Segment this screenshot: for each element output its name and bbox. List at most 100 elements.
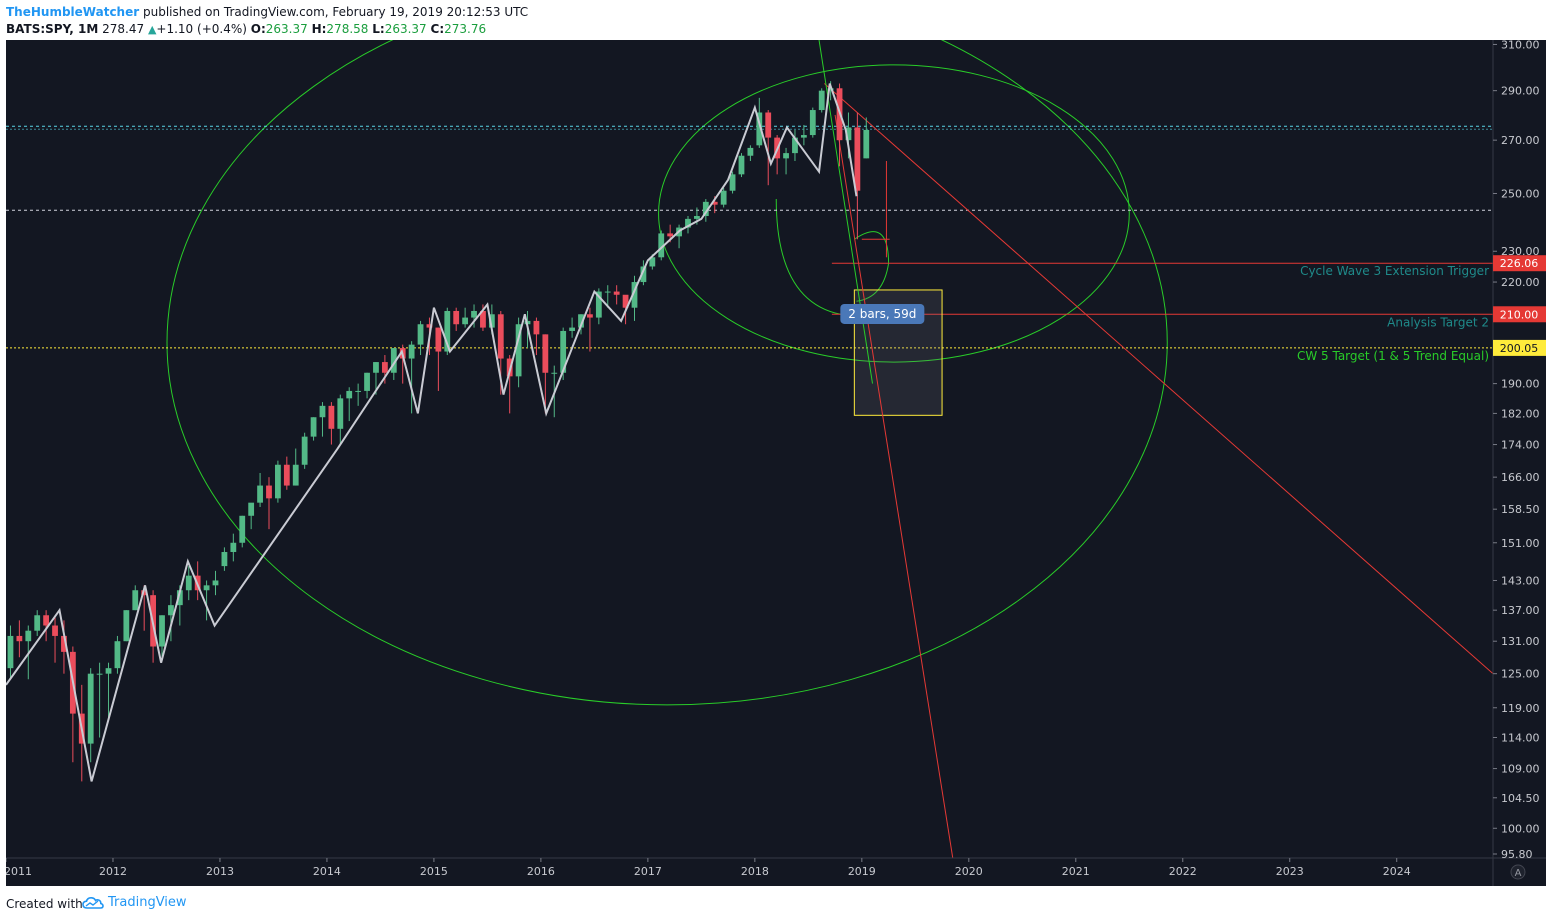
candle-body[interactable] [408,344,415,359]
candle-body[interactable] [257,485,263,503]
candle-body[interactable] [381,362,388,373]
candle-body[interactable] [301,436,308,465]
tradingview-brand[interactable]: TradingView [82,895,187,910]
candle-body[interactable] [738,155,745,175]
price-chart[interactable]: 2 bars, 59d 310.00 290.00 270.00 250.00 230.… [4,38,1546,886]
candle-body[interactable] [578,314,584,328]
auto-scale-circle[interactable] [1510,864,1526,880]
candle-body[interactable] [702,201,709,217]
candle-body[interactable] [729,174,736,191]
candle-body[interactable] [123,610,130,642]
candle-body[interactable] [533,320,540,335]
candle-body[interactable] [863,129,870,159]
candle-body[interactable] [613,291,620,295]
trendline[interactable] [824,83,1493,675]
candle-body[interactable] [667,233,674,237]
candle-body[interactable] [854,127,861,191]
plot-area[interactable]: 2 bars, 59d [6,40,1493,858]
candle-body[interactable] [800,135,807,138]
candle-body[interactable] [595,291,602,318]
time-axis[interactable]: 2011 2012 2013 2014 2015 2016 2017 2018 2019 2020… [4,858,1411,878]
candle-body[interactable] [248,502,255,516]
auto-scale-button[interactable]: A [1510,864,1526,880]
candle-body[interactable] [711,201,718,205]
chart-area[interactable]: 2 bars, 59d 310.00 290.00 270.00 250.00 230.… [4,38,1546,886]
candle-body[interactable] [488,314,495,328]
candle-body[interactable] [756,112,763,146]
candle-body[interactable] [266,485,272,499]
candle-body[interactable] [114,641,121,669]
candle-body[interactable] [845,127,852,141]
candle-body[interactable] [283,464,290,486]
candle-body[interactable] [221,552,228,567]
candle-body[interactable] [25,630,32,642]
trendline[interactable] [834,114,954,858]
candle-body[interactable] [551,372,558,374]
candle-body[interactable] [462,317,469,325]
candle-body[interactable] [132,590,139,611]
candle-body[interactable] [765,112,772,138]
candle-body[interactable] [373,362,379,373]
candle-body[interactable] [390,348,397,373]
candle-body[interactable] [96,673,103,675]
candle-body[interactable] [346,390,353,399]
candle-body[interactable] [453,310,460,325]
candle-body[interactable] [631,282,638,308]
candle-body[interactable] [792,137,798,154]
candle-body[interactable] [720,190,727,205]
candle-body[interactable] [16,635,23,642]
candle-body[interactable] [694,216,700,219]
candle-body[interactable] [622,294,629,308]
candle-body[interactable] [319,405,326,418]
zigzag-wave-line[interactable] [6,83,858,782]
candle-body[interactable] [230,542,237,553]
candle-body[interactable] [809,110,816,136]
candle-body[interactable] [426,324,433,328]
candle-body[interactable] [52,625,58,636]
candle-body[interactable] [176,590,183,606]
candle-body[interactable] [658,233,665,258]
candle-body[interactable] [471,310,477,318]
candle-body[interactable] [542,334,549,373]
candle-body[interactable] [515,324,522,377]
candle-body[interactable] [649,257,656,267]
candle-body[interactable] [417,324,424,345]
candle-body[interactable] [587,314,593,318]
candle-body[interactable] [444,310,451,352]
candle-body[interactable] [34,615,41,631]
candle-body[interactable] [604,291,611,293]
candle-body[interactable] [275,464,281,499]
candle-body[interactable] [364,372,370,391]
candle-body[interactable] [783,153,789,159]
candle-body[interactable] [818,90,825,111]
candle-body[interactable] [159,615,165,647]
candle-body[interactable] [292,464,299,486]
candle-body[interactable] [212,580,219,586]
candle-body[interactable] [87,673,94,744]
candle-body[interactable] [497,314,504,359]
candle-body[interactable] [185,575,192,591]
candle-body[interactable] [480,310,486,328]
candle-body[interactable] [203,585,210,591]
candle-body[interactable] [7,635,14,669]
auto-scale-icon[interactable]: A [1515,868,1522,879]
candle-body[interactable] [685,218,691,228]
candle-body[interactable] [827,88,834,91]
price-tags: 226.06 210.00 200.05 [1493,255,1546,356]
candle-body[interactable] [640,266,647,283]
candle-body[interactable] [43,615,50,626]
candle-body[interactable] [569,327,575,331]
author-link[interactable]: TheHumbleWatcher [6,5,140,19]
candle-body[interactable] [435,327,442,352]
candle-body[interactable] [337,398,344,429]
candle-body[interactable] [105,668,112,674]
candle-body[interactable] [141,590,148,596]
candle-body[interactable] [355,390,362,392]
candle-body[interactable] [328,405,335,429]
candle-body[interactable] [168,605,174,616]
candle-body[interactable] [239,515,246,543]
candle-body[interactable] [310,417,317,437]
candle-body[interactable] [747,147,754,156]
candle-body[interactable] [560,330,567,373]
candle-body[interactable] [61,635,67,652]
